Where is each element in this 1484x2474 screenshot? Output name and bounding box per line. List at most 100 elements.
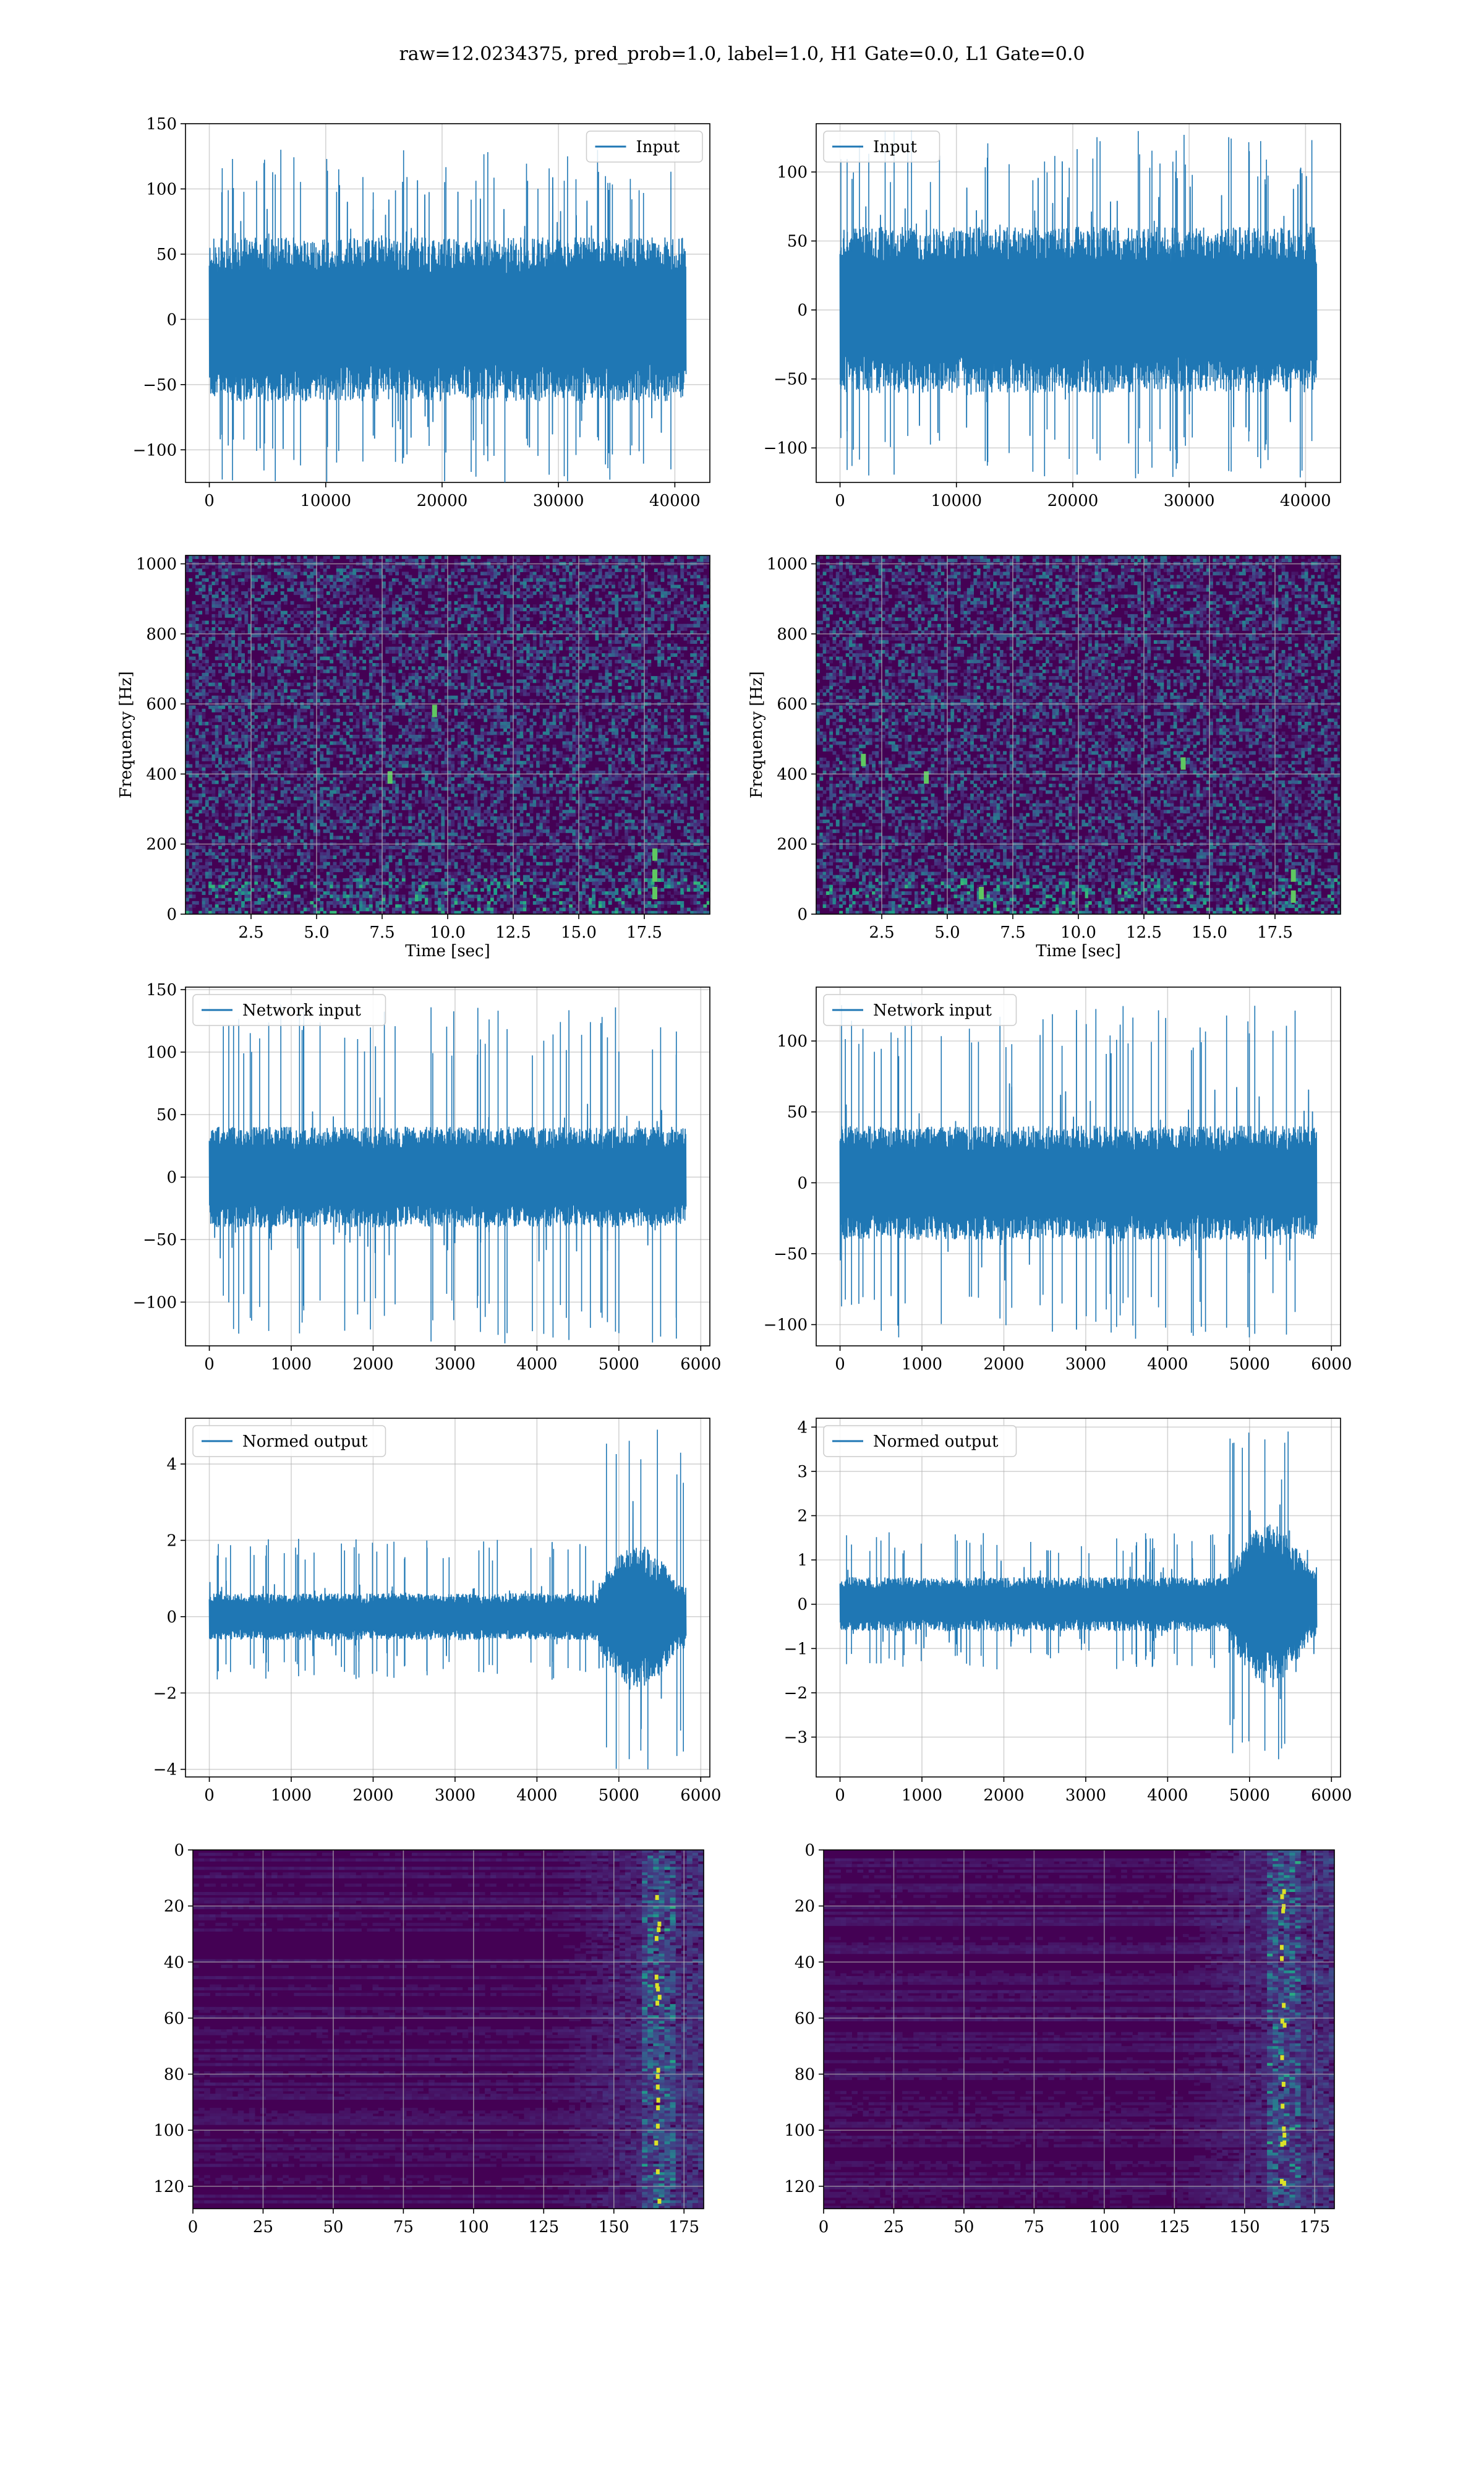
heatmap-cell	[388, 692, 393, 696]
heatmap-cell	[382, 669, 386, 674]
heatmap-cell	[284, 774, 288, 778]
heatmap-cell	[438, 884, 441, 889]
heatmap-cell	[359, 881, 363, 886]
heatmap-cell	[385, 774, 390, 778]
heatmap-cell	[231, 594, 236, 599]
heatmap-cell	[395, 738, 399, 742]
heatmap-cell	[454, 601, 458, 605]
heatmap-cell	[251, 669, 255, 674]
heatmap-cell	[388, 757, 393, 761]
heatmap-cell	[382, 901, 386, 905]
heatmap-cell	[221, 559, 226, 563]
heatmap-cell	[408, 633, 412, 638]
heatmap-cell	[457, 571, 461, 576]
heatmap-cell	[434, 907, 438, 912]
heatmap-cell	[343, 676, 347, 680]
heatmap-cell	[323, 656, 327, 661]
heatmap-cell	[221, 907, 226, 912]
heatmap-cell	[251, 777, 255, 781]
heatmap-cell	[224, 849, 229, 853]
heatmap-cell	[448, 685, 451, 690]
heatmap-cell	[202, 764, 206, 768]
heatmap-cell	[434, 774, 438, 778]
heatmap-cell	[336, 741, 340, 745]
heatmap-cell	[388, 845, 393, 850]
heatmap-cell	[401, 712, 406, 716]
heatmap-cell	[424, 718, 429, 722]
heatmap-cell	[451, 907, 455, 912]
heatmap-cell	[424, 640, 429, 644]
heatmap-cell	[241, 751, 245, 755]
heatmap-cell	[251, 849, 255, 853]
heatmap-cell	[428, 751, 432, 755]
heatmap-cell	[395, 620, 399, 625]
heatmap-cell	[359, 617, 363, 622]
heatmap-cell	[372, 669, 376, 674]
heatmap-cell	[244, 610, 249, 615]
heatmap-cell	[297, 725, 301, 729]
heatmap-cell	[247, 774, 252, 778]
heatmap-cell	[208, 764, 212, 768]
heatmap-cell	[254, 820, 258, 823]
heatmap-cell	[451, 663, 455, 667]
heatmap-cell	[359, 705, 363, 709]
heatmap-cell	[434, 761, 438, 765]
heatmap-cell	[326, 884, 330, 889]
heatmap-cell	[411, 855, 416, 859]
heatmap-cell	[218, 738, 222, 742]
heatmap-cell	[372, 888, 376, 892]
heatmap-cell	[198, 738, 203, 742]
heatmap-cell	[339, 807, 343, 810]
heatmap-cell	[313, 597, 317, 602]
heatmap-cell	[284, 803, 288, 807]
heatmap-cell	[186, 839, 189, 843]
heatmap-cell	[254, 881, 258, 886]
heatmap-cell	[277, 774, 281, 778]
heatmap-cell	[303, 754, 307, 758]
heatmap-cell	[228, 614, 232, 618]
heatmap-cell	[257, 748, 262, 751]
heatmap-cell	[215, 901, 219, 905]
heatmap-cell	[290, 568, 294, 572]
heatmap-cell	[192, 666, 196, 670]
heatmap-cell	[195, 568, 199, 572]
heatmap-cell	[438, 666, 441, 670]
heatmap-cell	[408, 891, 412, 895]
heatmap-cell	[359, 597, 363, 602]
heatmap-cell	[333, 787, 337, 791]
heatmap-cell	[362, 640, 367, 644]
heatmap-cell	[444, 764, 448, 768]
heatmap-cell	[330, 871, 334, 876]
heatmap-cell	[418, 689, 422, 693]
heatmap-cell	[224, 614, 229, 618]
heatmap-cell	[424, 725, 429, 729]
heatmap-cell	[336, 604, 340, 608]
heatmap-cell	[339, 748, 343, 751]
heatmap-cell	[317, 666, 320, 670]
heatmap-cell	[192, 901, 196, 905]
legend: Input	[586, 131, 703, 163]
heatmap-cell	[451, 649, 455, 654]
heatmap-cell	[330, 865, 334, 869]
heatmap-cell	[186, 764, 189, 768]
heatmap-cell	[267, 803, 271, 807]
heatmap-cell	[438, 731, 441, 735]
heatmap-cell	[192, 741, 196, 745]
heatmap-cell	[280, 559, 284, 563]
heatmap-cell	[415, 718, 419, 722]
heatmap-cell	[359, 741, 363, 745]
heatmap-cell	[218, 559, 222, 563]
heatmap-cell	[290, 754, 294, 758]
heatmap-cell	[385, 820, 390, 823]
heatmap-cell	[434, 797, 438, 801]
heatmap-cell	[346, 836, 350, 840]
heatmap-cell	[382, 826, 386, 830]
heatmap-cell	[247, 575, 252, 579]
heatmap-cell	[215, 904, 219, 909]
heatmap-cell	[346, 901, 350, 905]
heatmap-cell	[398, 640, 403, 644]
heatmap-cell	[251, 591, 255, 595]
heatmap-cell	[264, 849, 268, 853]
heatmap-cell	[457, 584, 461, 589]
heatmap-cell	[208, 669, 212, 674]
